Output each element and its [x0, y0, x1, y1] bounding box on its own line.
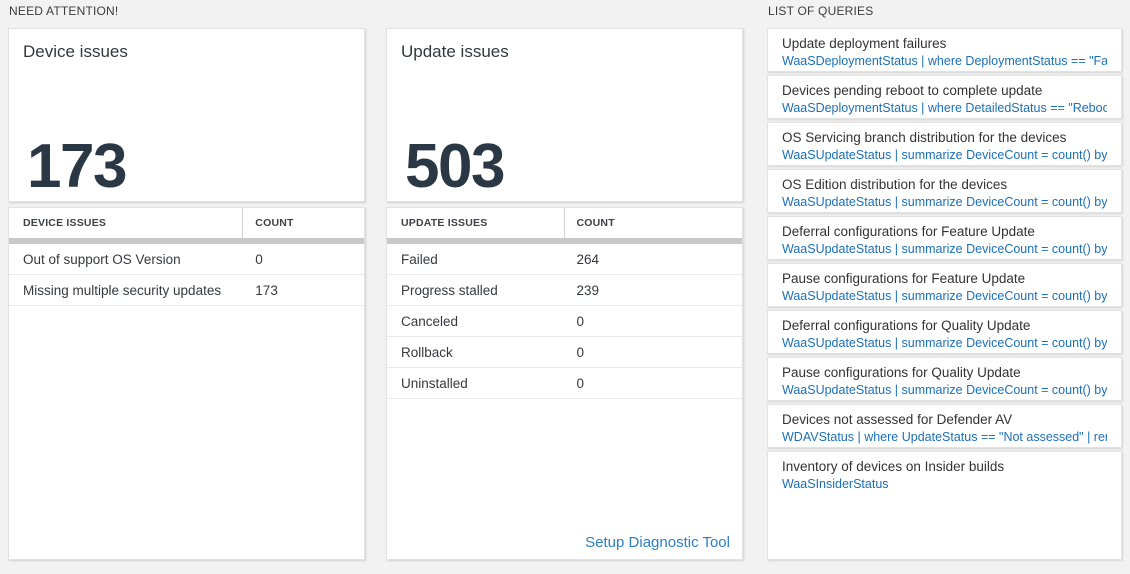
query-title: OS Servicing branch distribution for the… [782, 130, 1067, 145]
device-issues-tile-title: Device issues [23, 42, 128, 61]
update-issues-count: 503 [405, 132, 505, 201]
table-row[interactable]: Out of support OS Version 0 [9, 244, 364, 275]
device-issues-count: 173 [27, 132, 127, 201]
query-text: WaaSInsiderStatus [782, 477, 889, 491]
setup-diagnostic-tool-link[interactable]: Setup Diagnostic Tool [585, 534, 730, 551]
table-row[interactable]: Missing multiple security updates 173 [9, 275, 364, 306]
query-title: Devices pending reboot to complete updat… [782, 83, 1043, 98]
query-text: WaaSUpdateStatus | summarize DeviceCount… [782, 289, 1107, 303]
table-row[interactable]: Failed 264 [387, 244, 742, 275]
table-header-divider [387, 238, 742, 244]
update-issues-tile[interactable]: Update issues 503 [386, 28, 743, 202]
count-cell: 0 [576, 375, 585, 391]
issue-cell: Missing multiple security updates [23, 282, 222, 298]
query-item[interactable]: OS Edition distribution for the devices … [767, 169, 1122, 213]
query-title: Inventory of devices on Insider builds [782, 459, 1005, 474]
query-item[interactable]: Devices pending reboot to complete updat… [767, 75, 1122, 119]
update-issues-table-header: UPDATE ISSUES COUNT [387, 208, 742, 238]
query-text: WaaSUpdateStatus | summarize DeviceCount… [782, 148, 1107, 162]
query-item[interactable]: Update deployment failures WaaSDeploymen… [767, 28, 1122, 72]
update-issues-column-header: UPDATE ISSUES [387, 208, 565, 238]
query-item[interactable]: Deferral configurations for Feature Upda… [767, 216, 1122, 260]
query-item[interactable]: Pause configurations for Quality Update … [767, 357, 1122, 401]
device-issues-column-header: DEVICE ISSUES [9, 208, 244, 238]
query-text: WaaSUpdateStatus | summarize DeviceCount… [782, 336, 1107, 350]
table-row[interactable]: Progress stalled 239 [387, 275, 742, 306]
issue-cell: Rollback [401, 344, 453, 360]
issue-cell: Uninstalled [401, 375, 468, 391]
device-issues-tile[interactable]: Device issues 173 [8, 28, 365, 202]
update-issues-tile-title: Update issues [401, 42, 509, 61]
query-title: Devices not assessed for Defender AV [782, 412, 1013, 427]
query-title: Update deployment failures [782, 36, 947, 51]
count-cell: 0 [255, 251, 263, 267]
query-text: WaaSDeploymentStatus | where DetailedSta… [782, 101, 1107, 115]
need-attention-header: NEED ATTENTION! [9, 4, 119, 18]
query-title: Deferral configurations for Feature Upda… [782, 224, 1035, 239]
query-title: Pause configurations for Feature Update [782, 271, 1026, 286]
query-text: WaaSUpdateStatus | summarize DeviceCount… [782, 195, 1107, 209]
query-item[interactable]: Pause configurations for Feature Update … [767, 263, 1122, 307]
update-issues-table: UPDATE ISSUES COUNT Failed 264 Progress … [386, 207, 743, 560]
issue-cell: Out of support OS Version [23, 251, 181, 267]
device-count-column-header: COUNT [255, 217, 294, 229]
count-cell: 264 [576, 251, 600, 267]
count-cell: 173 [255, 282, 278, 298]
query-title: Deferral configurations for Quality Upda… [782, 318, 1031, 333]
issue-cell: Canceled [401, 313, 459, 329]
device-issues-table-header: DEVICE ISSUES COUNT [9, 208, 364, 238]
table-row[interactable]: Rollback 0 [387, 337, 742, 368]
query-item[interactable]: Deferral configurations for Quality Upda… [767, 310, 1122, 354]
table-row[interactable]: Uninstalled 0 [387, 368, 742, 399]
query-title: OS Edition distribution for the devices [782, 177, 1008, 192]
device-issues-table: DEVICE ISSUES COUNT Out of support OS Ve… [8, 207, 365, 560]
query-title: Pause configurations for Quality Update [782, 365, 1021, 380]
query-text: WaaSDeploymentStatus | where DeploymentS… [782, 54, 1107, 68]
table-header-divider [9, 238, 364, 244]
query-text: WaaSUpdateStatus | summarize DeviceCount… [782, 383, 1107, 397]
count-cell: 0 [576, 313, 585, 329]
query-list: Update deployment failures WaaSDeploymen… [767, 28, 1122, 560]
list-of-queries-header: LIST OF QUERIES [768, 4, 874, 18]
table-row[interactable]: Canceled 0 [387, 306, 742, 337]
update-count-column-header: COUNT [576, 217, 615, 229]
issue-cell: Failed [401, 251, 438, 267]
query-text: WaaSUpdateStatus | summarize DeviceCount… [782, 242, 1107, 256]
query-item[interactable]: OS Servicing branch distribution for the… [767, 122, 1122, 166]
count-cell: 0 [576, 344, 585, 360]
query-item[interactable]: Devices not assessed for Defender AV WDA… [767, 404, 1122, 448]
query-item[interactable]: Inventory of devices on Insider builds W… [767, 451, 1122, 560]
count-cell: 239 [576, 282, 600, 298]
query-text: WDAVStatus | where UpdateStatus == "Not … [782, 430, 1107, 444]
issue-cell: Progress stalled [401, 282, 498, 298]
